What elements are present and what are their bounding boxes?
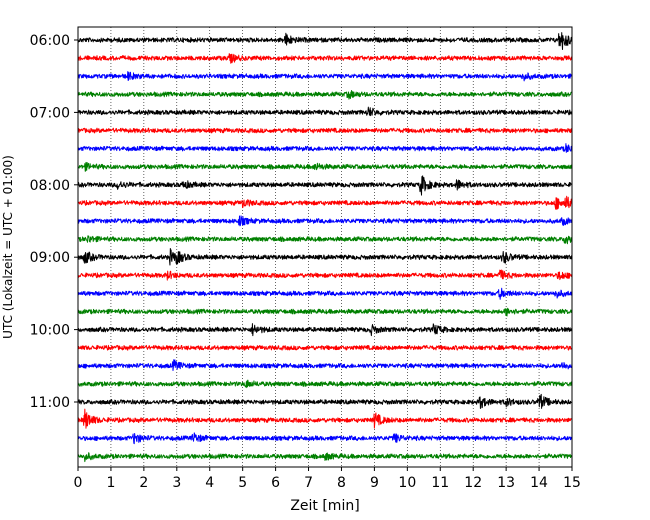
trace-1115 [77, 408, 573, 429]
x-tick-label: 12 [464, 475, 482, 491]
x-tick-label: 13 [497, 475, 515, 491]
trace-1030 [77, 359, 573, 371]
x-tick-label: 0 [74, 475, 83, 491]
x-tick-label: 15 [563, 475, 581, 491]
grid-lines [110, 27, 540, 467]
x-tick-label: 1 [106, 475, 115, 491]
trace-0630 [77, 71, 573, 82]
trace-0915 [77, 269, 573, 281]
trace-0715 [77, 127, 573, 134]
plot-frame [77, 26, 573, 468]
x-axis: 0 1 2 3 4 5 6 7 8 9 10 11 12 13 14 15 [74, 467, 581, 491]
x-tick-label: 6 [271, 475, 280, 491]
trace-0900 [77, 248, 573, 266]
trace-1100 [77, 393, 573, 409]
y-axis: 06:00 07:00 08:00 09:00 10:00 11:00 [30, 33, 78, 411]
trace-1145 [77, 452, 573, 463]
trace-1045 [77, 379, 573, 389]
trace-0645 [77, 90, 573, 100]
x-tick-label: 14 [530, 475, 548, 491]
y-axis-label: UTC (Lokalzeit = UTC + 01:00) [1, 155, 15, 339]
x-tick-label: 2 [139, 475, 148, 491]
x-tick-label: 11 [431, 475, 449, 491]
trace-0945 [77, 307, 573, 317]
y-tick-label: 07:00 [30, 105, 70, 121]
trace-0815 [77, 195, 573, 210]
trace-layer [77, 32, 573, 463]
trace-0615 [77, 53, 573, 64]
trace-0930 [77, 287, 573, 300]
trace-0600 [77, 32, 573, 50]
trace-0730 [77, 143, 573, 153]
y-tick-label: 11:00 [30, 395, 70, 411]
x-tick-label: 4 [205, 475, 214, 491]
trace-0700 [77, 106, 573, 117]
x-tick-label: 10 [398, 475, 416, 491]
trace-0800 [77, 175, 573, 196]
trace-0830 [77, 215, 573, 227]
x-axis-label: Zeit [min] [290, 498, 359, 514]
y-tick-label: 10:00 [30, 323, 70, 339]
trace-1130 [77, 432, 573, 445]
x-tick-label: 5 [238, 475, 247, 491]
trace-1015 [77, 344, 573, 351]
x-tick-label: 7 [304, 475, 313, 491]
trace-1000 [77, 323, 573, 337]
y-tick-label: 06:00 [30, 33, 70, 49]
trace-0745 [77, 161, 573, 172]
y-tick-label: 08:00 [30, 178, 70, 194]
trace-0845 [77, 235, 573, 245]
y-tick-label: 09:00 [30, 250, 70, 266]
x-tick-label: 9 [370, 475, 379, 491]
x-tick-label: 8 [337, 475, 346, 491]
x-tick-label: 3 [172, 475, 181, 491]
